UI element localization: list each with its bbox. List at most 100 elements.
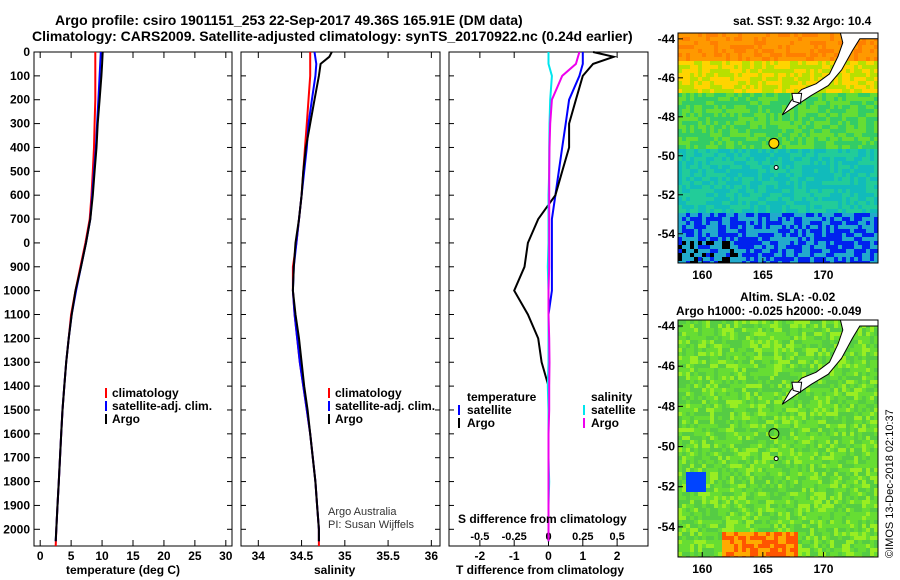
map-cell xyxy=(778,253,782,257)
map-cell xyxy=(766,89,770,93)
map-cell xyxy=(866,65,870,69)
map-cell xyxy=(802,45,806,49)
map-cell xyxy=(806,109,810,113)
map-cell xyxy=(750,476,754,480)
map-cell xyxy=(778,504,782,508)
map-cell xyxy=(758,209,762,213)
map-cell xyxy=(826,101,830,105)
map-cell xyxy=(758,253,762,257)
map-cell xyxy=(750,169,754,173)
map-cell xyxy=(866,173,870,177)
map-cell xyxy=(738,197,742,201)
map-cell xyxy=(814,65,818,69)
map-cell xyxy=(706,109,710,113)
map-cell xyxy=(866,69,870,73)
map-cell xyxy=(738,209,742,213)
map-cell xyxy=(774,516,778,520)
map-cell xyxy=(790,117,794,121)
map-cell xyxy=(762,73,766,77)
map-cell xyxy=(790,320,794,324)
map-cell xyxy=(726,328,730,332)
map-cell xyxy=(830,61,834,65)
map-cell xyxy=(786,257,790,261)
map-cell xyxy=(814,177,818,181)
map-cell xyxy=(686,109,690,113)
map-cell xyxy=(830,261,834,263)
map-cell xyxy=(802,113,806,117)
map-cell xyxy=(686,512,690,516)
map-cell xyxy=(690,209,694,213)
map-cell xyxy=(786,328,790,332)
map-cell xyxy=(762,544,766,548)
map-cell xyxy=(718,185,722,189)
map-cell xyxy=(786,81,790,85)
map-cell xyxy=(682,432,686,436)
map-cell xyxy=(818,69,822,73)
map-cell xyxy=(850,253,854,257)
map-cell xyxy=(822,109,826,113)
map-cell xyxy=(678,145,682,149)
map-cell xyxy=(726,33,730,37)
map-cell xyxy=(722,420,726,424)
series-argo xyxy=(54,51,104,542)
map-cell xyxy=(766,424,770,428)
map-cell xyxy=(758,109,762,113)
map-cell xyxy=(694,356,698,360)
map-cell xyxy=(734,424,738,428)
map-cell xyxy=(718,408,722,412)
map-cell xyxy=(830,201,834,205)
map-cell xyxy=(718,93,722,97)
map-cell xyxy=(810,157,814,161)
map-cell xyxy=(786,444,790,448)
map-cell xyxy=(718,384,722,388)
map-cell xyxy=(790,468,794,472)
map-cell xyxy=(702,396,706,400)
map-cell xyxy=(734,536,738,540)
map-cell xyxy=(778,448,782,452)
map-cell xyxy=(710,177,714,181)
map-cell xyxy=(750,37,754,41)
map-cell xyxy=(706,81,710,85)
map-cell xyxy=(686,153,690,157)
map-cell xyxy=(866,261,870,263)
map-cell xyxy=(782,320,786,324)
map-cell xyxy=(718,65,722,69)
map-cell xyxy=(814,49,818,53)
map-cell xyxy=(830,101,834,105)
map-cell xyxy=(758,464,762,468)
map-cell xyxy=(722,356,726,360)
map-cell xyxy=(826,225,830,229)
map-cell xyxy=(718,504,722,508)
map-cell xyxy=(782,157,786,161)
map-cell xyxy=(822,49,826,53)
map-cell xyxy=(726,205,730,209)
map-cell xyxy=(750,177,754,181)
map-cell xyxy=(742,508,746,512)
map-cell xyxy=(766,476,770,480)
map-cell xyxy=(758,384,762,388)
map-cell xyxy=(862,125,866,129)
map-cell xyxy=(686,404,690,408)
map-cell xyxy=(810,237,814,241)
map-cell xyxy=(742,201,746,205)
map-cell xyxy=(862,217,866,221)
map-cell xyxy=(734,81,738,85)
map-cell xyxy=(690,468,694,472)
map-cell xyxy=(726,81,730,85)
map-cell xyxy=(690,93,694,97)
map-cell xyxy=(714,344,718,348)
map-cell xyxy=(702,440,706,444)
map-cell xyxy=(790,173,794,177)
map-cell xyxy=(722,484,726,488)
map-cell xyxy=(838,205,842,209)
map-cell xyxy=(718,484,722,488)
map-cell xyxy=(770,149,774,153)
map-cell xyxy=(850,189,854,193)
map-cell xyxy=(698,332,702,336)
map-cell xyxy=(766,540,770,544)
map-cell xyxy=(762,420,766,424)
map-cell xyxy=(866,229,870,233)
map-cell xyxy=(738,472,742,476)
map-cell xyxy=(794,81,798,85)
map-cell xyxy=(778,376,782,380)
